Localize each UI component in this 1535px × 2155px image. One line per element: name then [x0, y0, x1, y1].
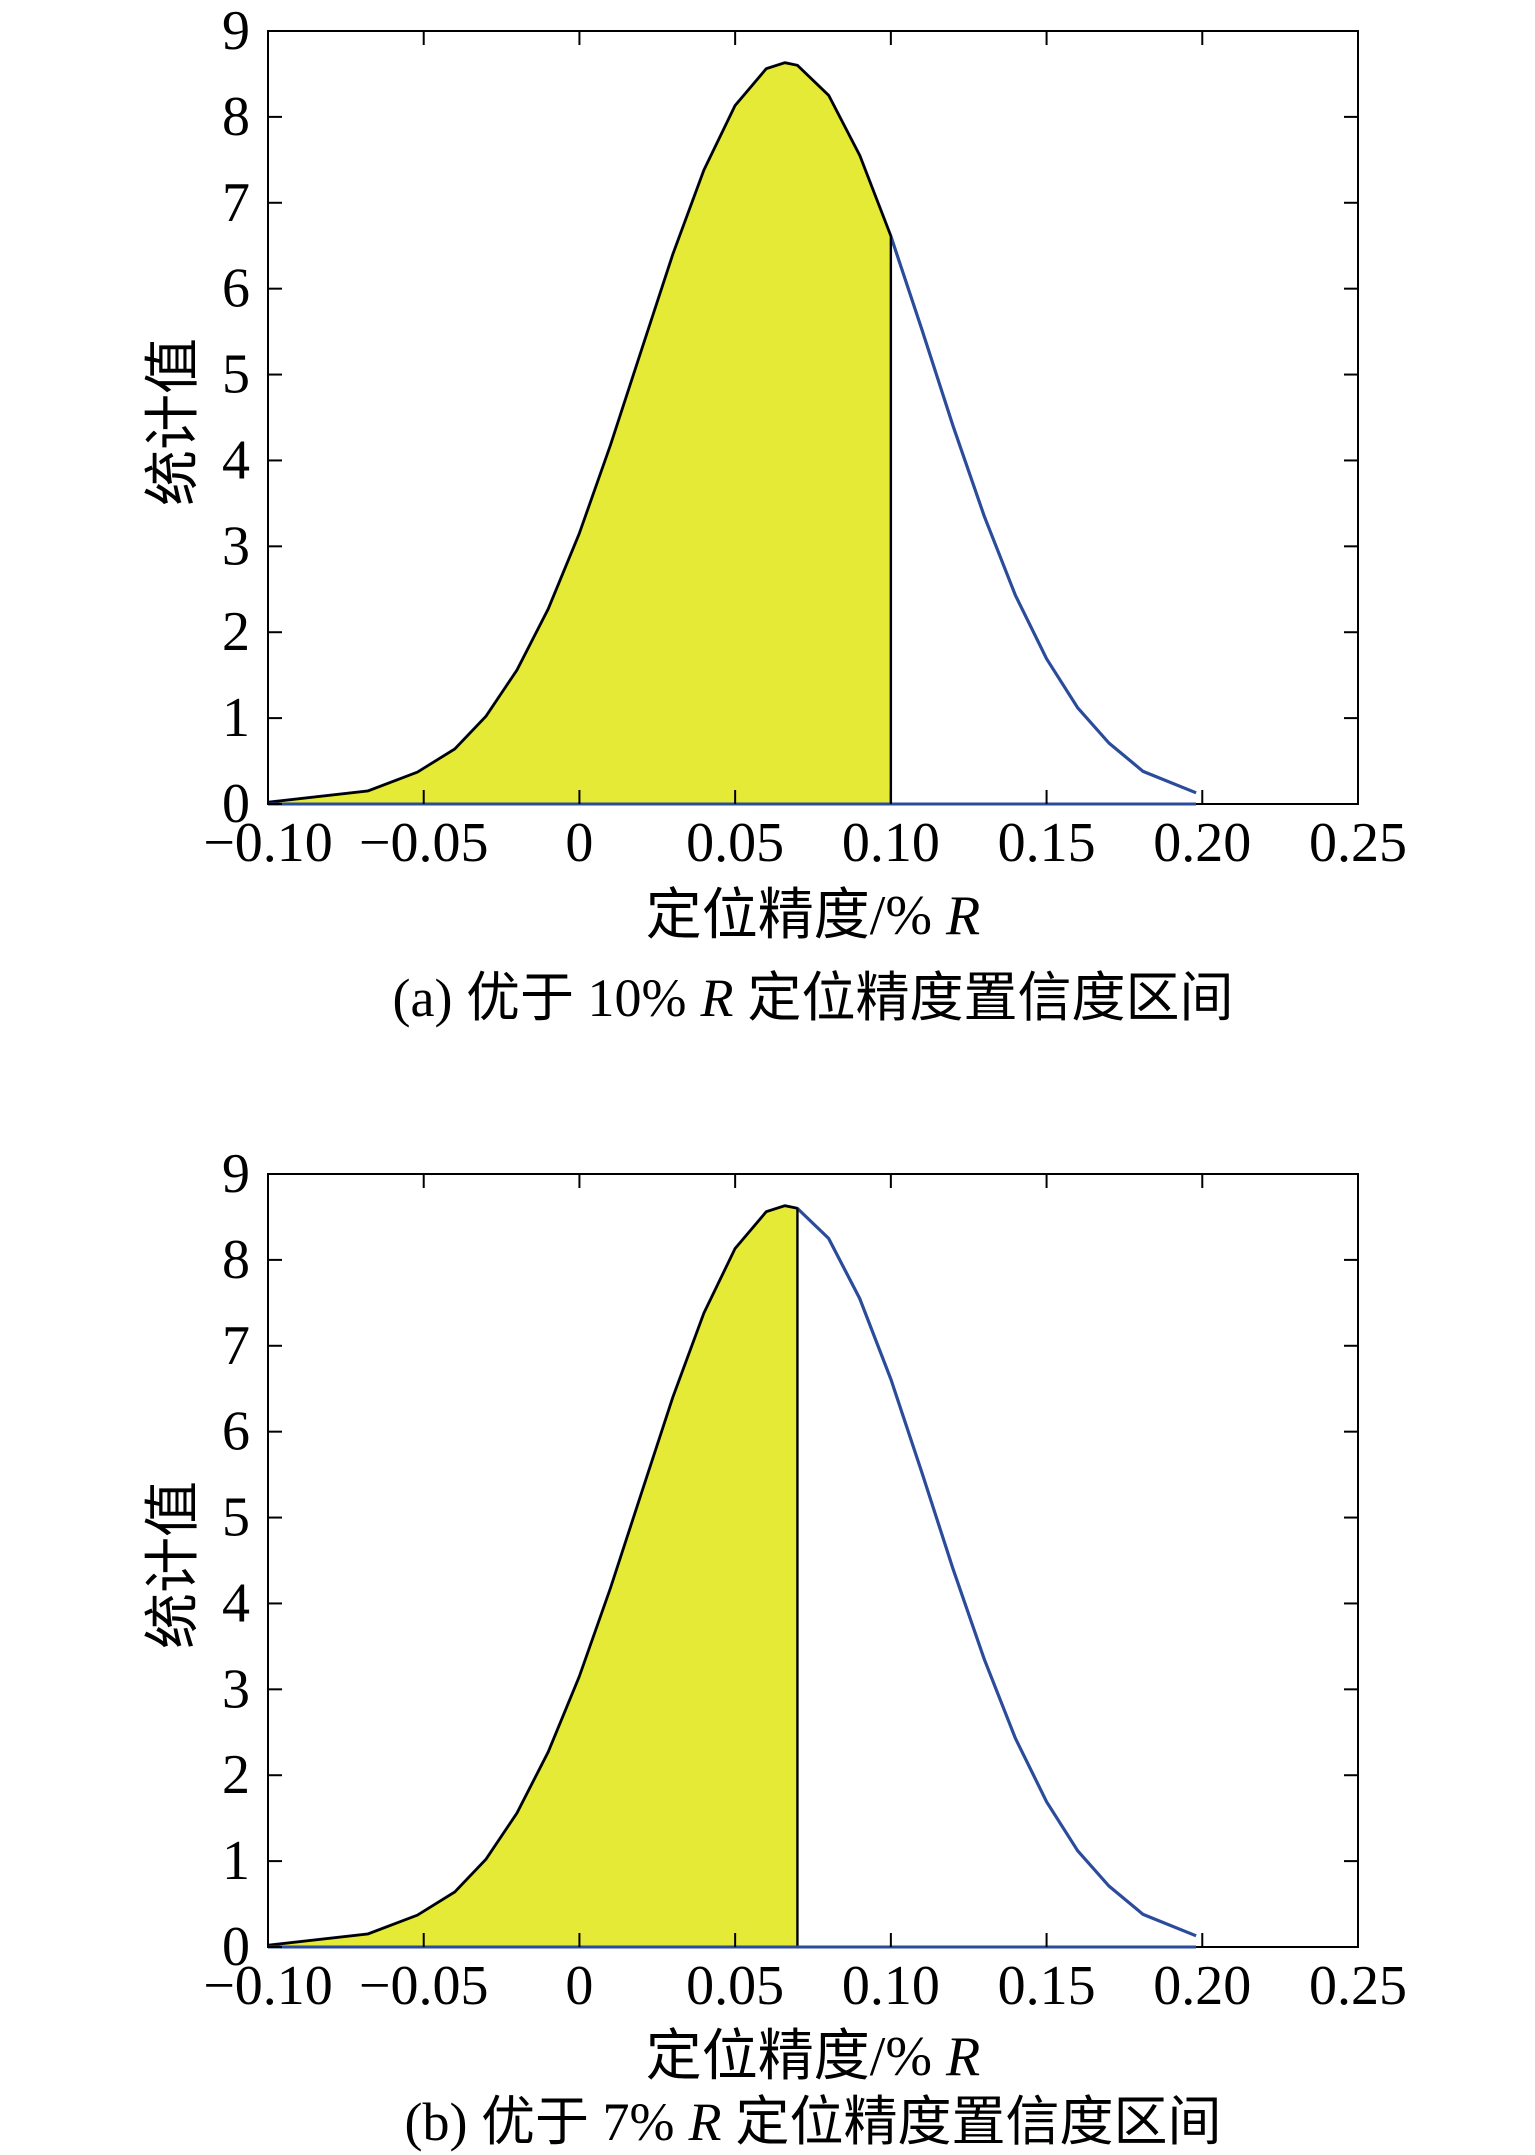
y-tick-label: 3	[222, 1658, 250, 1720]
caption-unit: R	[687, 2092, 721, 2152]
caption-text-before: (b) 优于 7%	[405, 2092, 675, 2152]
caption-text-after: 定位精度置信度区间	[747, 968, 1233, 1028]
y-tick-label: 2	[222, 1744, 250, 1806]
x-axis-label-text: 定位精度/%	[646, 885, 932, 947]
y-axis-label: 统计值	[143, 1481, 205, 1649]
y-tick-label: 8	[222, 1229, 250, 1291]
y-tick-label: 0	[222, 1916, 250, 1978]
y-axis-label: 统计值	[143, 338, 205, 506]
y-tick-label: 4	[222, 1572, 250, 1634]
x-tick-label: 0.20	[1153, 1955, 1251, 2017]
caption-unit: R	[699, 968, 733, 1028]
x-tick-label: −0.05	[359, 1955, 489, 2017]
caption-text-before: (a) 优于 10%	[393, 968, 687, 1028]
x-axis-label: 定位精度/% R	[646, 885, 980, 947]
x-tick-label: 0.15	[998, 812, 1096, 874]
y-tick-label: 6	[222, 1401, 250, 1463]
figure-caption: (b) 优于 7% R 定位精度置信度区间	[405, 2092, 1222, 2152]
y-tick-label: 2	[222, 601, 250, 663]
chart-panel-b: −0.10 −0.05 0 0.05 0.10 0.15 0.20 0.25 0 1 2 3 4 5 6 7 8…	[143, 1143, 1407, 2152]
x-axis-label: 定位精度/% R	[646, 2026, 980, 2088]
x-tick-label: 0.05	[686, 1955, 784, 2017]
figure-caption: (a) 优于 10% R 定位精度置信度区间	[393, 968, 1234, 1028]
x-tick-label: 0.25	[1309, 812, 1407, 874]
y-tick-label: 1	[222, 687, 250, 749]
x-tick-label: −0.05	[359, 812, 489, 874]
shaded-curve-edge	[267, 61, 893, 804]
x-tick-label: −0.10	[203, 812, 333, 874]
y-tick-label: 5	[222, 1487, 250, 1549]
x-tick-label: 0.10	[842, 812, 940, 874]
chart-panel-a: −0.10 −0.05 0 0.05 0.10 0.15 0.20 0.25 0 1 2 3 4 5 6 7 8…	[143, 0, 1407, 1028]
plot-area: −0.10 −0.05 0 0.05 0.10 0.15 0.20 0.25 0 1 2 3 4 5 6 7 8…	[203, 1143, 1407, 2017]
y-tick-label: 9	[222, 0, 250, 62]
plot-area: −0.10 −0.05 0 0.05 0.10 0.15 0.20 0.25 0 1 2 3 4 5 6 7 8…	[203, 0, 1407, 874]
y-tick-label: 4	[222, 429, 250, 491]
y-tick-label: 3	[222, 515, 250, 577]
y-tick-label: 0	[222, 773, 250, 835]
caption-text-after: 定位精度置信度区间	[735, 2092, 1221, 2152]
y-tick-label: 5	[222, 344, 250, 406]
y-tick-label: 8	[222, 86, 250, 148]
x-tick-label: 0.10	[842, 1955, 940, 2017]
plot-background	[268, 1174, 1358, 1947]
confidence-region-fill	[268, 1205, 798, 1947]
x-axis-label-text: 定位精度/%	[646, 2026, 932, 2088]
x-tick-label: 0.25	[1309, 1955, 1407, 2017]
x-tick-label: −0.10	[203, 1955, 333, 2017]
y-tick-label: 6	[222, 258, 250, 320]
y-tick-label: 7	[222, 1315, 250, 1377]
x-tick-label: 0	[565, 1955, 593, 2017]
y-tick-label: 1	[222, 1830, 250, 1892]
y-tick-label: 9	[222, 1143, 250, 1205]
x-tick-label: 0	[565, 812, 593, 874]
x-tick-label: 0.05	[686, 812, 784, 874]
shaded-curve-edge	[267, 1204, 798, 1947]
x-axis-label-unit: R	[945, 885, 980, 947]
x-tick-label: 0.20	[1153, 812, 1251, 874]
x-tick-label: 0.15	[998, 1955, 1096, 2017]
confidence-region-fill	[268, 62, 891, 805]
y-tick-label: 7	[222, 172, 250, 234]
x-axis-label-unit: R	[945, 2026, 980, 2088]
